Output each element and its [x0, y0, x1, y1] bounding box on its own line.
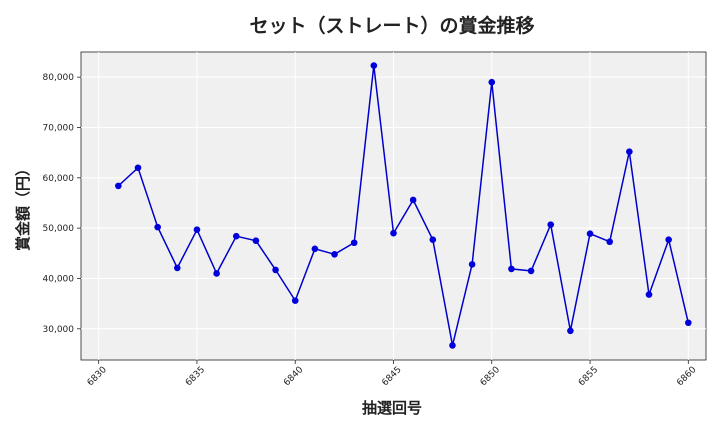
data-point — [626, 148, 633, 155]
data-point — [174, 264, 181, 272]
data-point — [645, 291, 653, 298]
data-point — [409, 196, 417, 204]
x-tick-label: 6830 — [86, 365, 109, 388]
y-axis-label: 賞金額（円） — [14, 161, 32, 251]
data-point — [606, 238, 613, 246]
data-point — [567, 327, 574, 335]
y-tick-label: 50,000 — [43, 224, 75, 234]
data-point — [488, 78, 496, 86]
data-point — [586, 230, 594, 237]
data-point — [370, 62, 378, 69]
data-point — [134, 164, 142, 172]
data-point — [685, 319, 692, 327]
x-axis: 6830 6835 6840 6845 6850 6855 6860 — [86, 360, 699, 388]
data-points — [115, 62, 692, 349]
data-point — [350, 239, 358, 247]
data-point — [291, 297, 299, 304]
data-point — [508, 265, 515, 273]
data-point — [232, 232, 240, 240]
y-axis: 30,000 40,000 50,000 60,000 70,000 80,000 — [43, 73, 81, 335]
data-point — [193, 226, 201, 233]
data-point — [154, 223, 161, 231]
data-point — [527, 267, 535, 275]
data-point — [429, 236, 437, 244]
y-tick-label: 60,000 — [43, 174, 75, 184]
x-tick-label: 6845 — [380, 365, 403, 388]
data-point — [272, 266, 279, 274]
chart-title: セット（ストレート）の賞金推移 — [249, 14, 534, 37]
data-point — [665, 236, 672, 244]
data-point — [311, 245, 319, 253]
data-point — [449, 342, 456, 349]
x-tick-label: 6855 — [577, 365, 600, 388]
y-tick-label: 80,000 — [43, 73, 75, 83]
y-tick-label: 40,000 — [43, 274, 75, 284]
data-point — [331, 251, 338, 258]
y-tick-label: 30,000 — [43, 325, 75, 335]
x-tick-label: 6840 — [282, 365, 305, 388]
data-point — [115, 182, 122, 190]
series-line — [117, 65, 690, 346]
y-tick-label: 70,000 — [43, 123, 75, 133]
x-tick-label: 6860 — [675, 365, 698, 388]
data-point — [547, 221, 555, 228]
data-point — [213, 270, 220, 277]
data-point — [468, 261, 476, 268]
x-tick-label: 6850 — [479, 365, 502, 388]
data-point — [390, 229, 397, 237]
x-axis-label: 抽選回号 — [362, 399, 422, 417]
data-point — [252, 237, 260, 245]
x-tick-label: 6835 — [184, 365, 207, 388]
grid-lines — [81, 52, 706, 360]
